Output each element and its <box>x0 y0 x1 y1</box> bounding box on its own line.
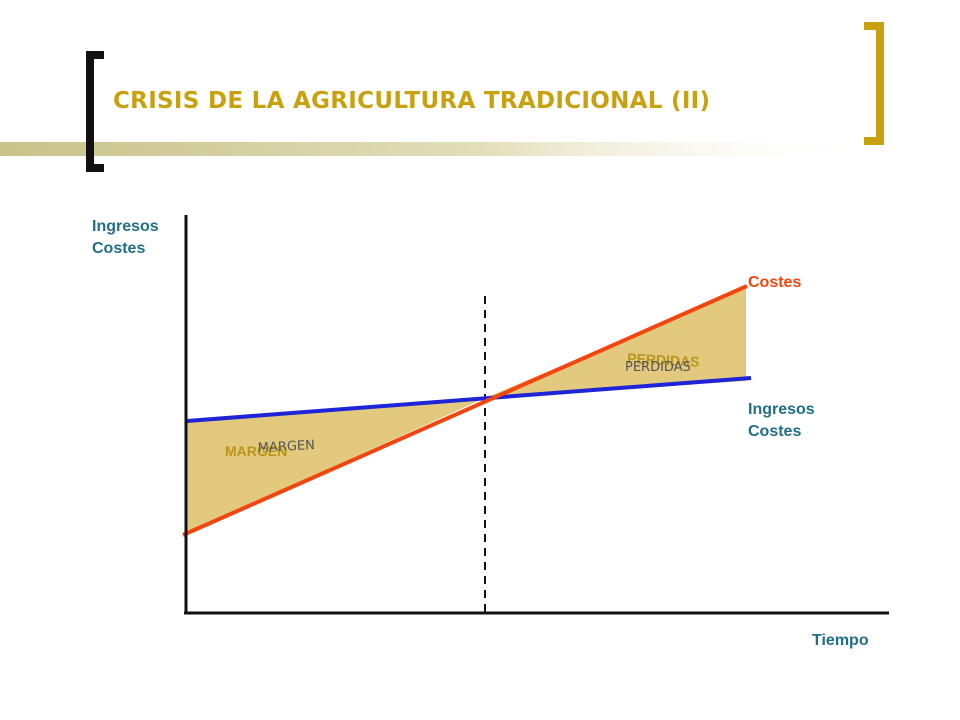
title-underline-band <box>0 142 870 156</box>
left-bracket <box>86 51 104 172</box>
y-axis-label: Ingresos Costes <box>92 216 159 260</box>
costs-line <box>182 284 748 537</box>
y-axis-label-line1: Ingresos <box>92 218 159 235</box>
income-line-label-line1: Ingresos <box>748 401 815 418</box>
margin-label-overlay: MARGEN <box>257 438 315 456</box>
y-axis-label-line2: Costes <box>92 240 146 257</box>
margin-label: MARGEN <box>225 443 287 459</box>
income-line <box>186 376 752 423</box>
income-line-label: Ingresos Costes <box>748 399 815 443</box>
income-line-label-line2: Costes <box>748 423 802 440</box>
losses-label: PERDIDAS <box>627 350 700 370</box>
losses-label-overlay: PERDIDAS <box>625 360 691 375</box>
costs-line-label: Costes <box>748 274 802 291</box>
x-axis-label: Tiempo <box>812 632 869 649</box>
slide-title: CRISIS DE LA AGRICULTURA TRADICIONAL (II… <box>113 88 711 114</box>
right-bracket <box>864 22 884 145</box>
